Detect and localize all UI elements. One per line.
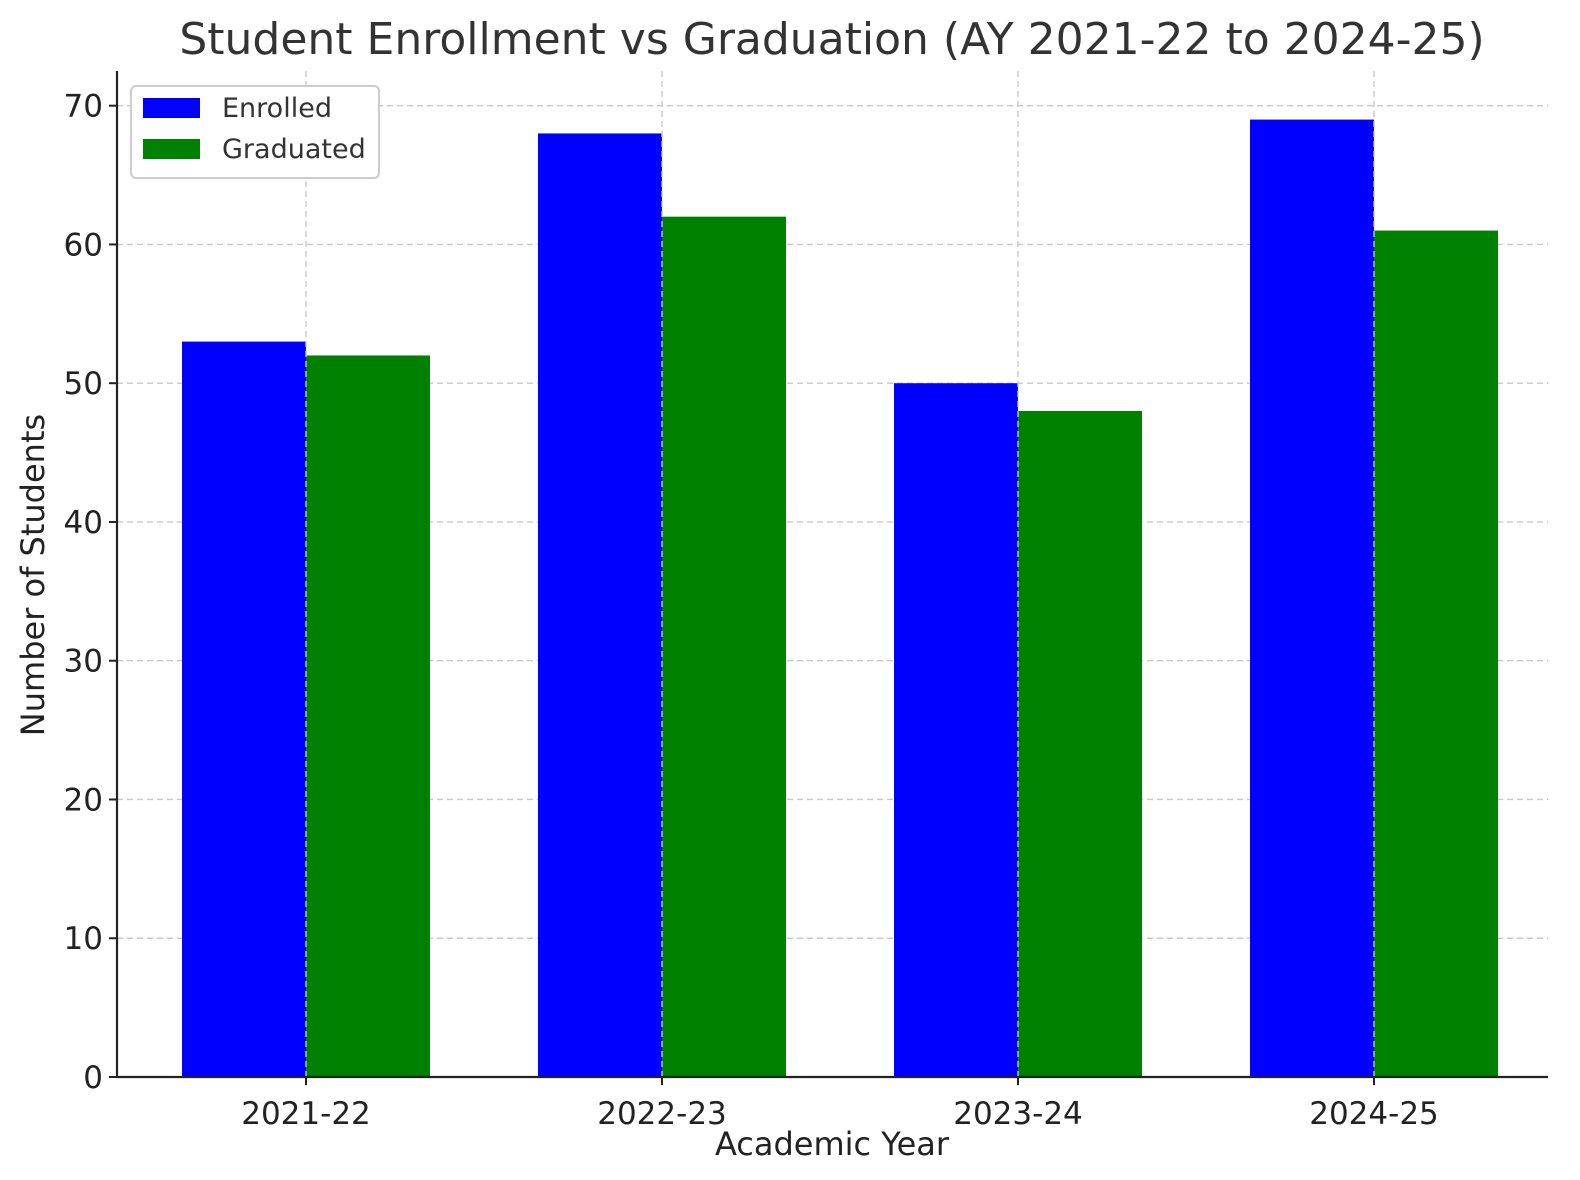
axes	[109, 71, 1548, 1085]
x-tick-label: 2021-22	[241, 1096, 371, 1132]
y-tick-label: 60	[64, 227, 103, 263]
y-axis-label: Number of Students	[14, 414, 52, 736]
bar-enrolled-2024-25	[1250, 119, 1374, 1078]
bar-graduated-2022-23	[662, 216, 786, 1078]
bar-enrolled-2021-22	[182, 341, 306, 1077]
legend-label-enrolled: Enrolled	[222, 93, 332, 124]
y-tick-label: 50	[64, 366, 103, 402]
x-tick-label: 2024-25	[1309, 1096, 1439, 1132]
bar-graduated-2024-25	[1374, 230, 1498, 1078]
bar-enrolled-2023-24	[894, 383, 1018, 1077]
y-tick-label: 10	[64, 921, 103, 957]
bar-graduated-2023-24	[1018, 410, 1142, 1077]
y-tick-label: 70	[64, 89, 103, 125]
bars	[182, 71, 1498, 1078]
chart-title: Student Enrollment vs Graduation (AY 202…	[179, 14, 1484, 65]
y-tick-label: 40	[64, 505, 103, 541]
legend-swatch-graduated	[143, 139, 200, 159]
bar-enrolled-2022-23	[538, 133, 662, 1077]
bar-graduated-2021-22	[306, 355, 430, 1077]
x-tick-label: 2023-24	[953, 1096, 1083, 1132]
y-tick-label: 30	[64, 644, 103, 680]
y-tick-label: 20	[64, 782, 103, 818]
legend: Enrolled Graduated	[130, 85, 380, 179]
x-tick-label: 2022-23	[597, 1096, 727, 1132]
x-axis-label: Academic Year	[715, 1125, 950, 1163]
y-tick-label: 0	[83, 1060, 103, 1096]
tick-labels: 0 10 20 30 40 50 60 70 2021-22 2022-23 2023-24 2024…	[64, 89, 1439, 1132]
legend-label-graduated: Graduated	[222, 134, 366, 165]
legend-swatch-enrolled	[143, 98, 200, 118]
